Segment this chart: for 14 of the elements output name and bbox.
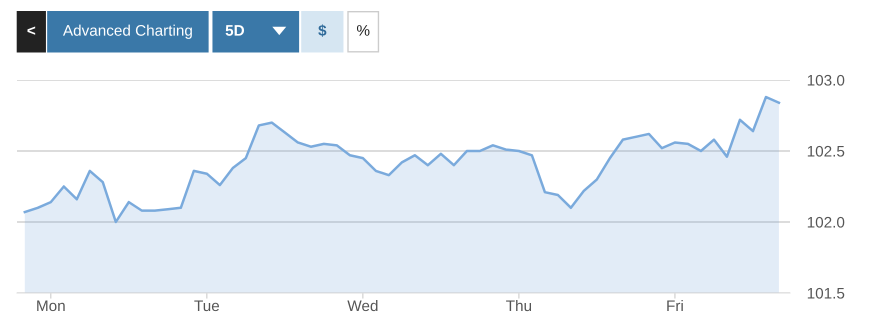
x-tick-label: Fri	[667, 300, 683, 312]
x-tick-label: Tue	[194, 300, 220, 312]
x-tick-label: Wed	[347, 300, 378, 312]
x-tick-label: Mon	[37, 300, 65, 312]
y-tick-label: 101.5	[808, 288, 844, 299]
text: $	[318, 24, 326, 37]
text: 5D	[226, 25, 244, 36]
text: <	[28, 26, 36, 35]
x-tick-label: Thu	[506, 300, 532, 312]
text: %	[356, 25, 370, 36]
y-tick-label: 102.5	[808, 146, 844, 157]
y-tick-label: 103.0	[808, 74, 844, 86]
text: Advanced Charting	[62, 24, 192, 39]
y-tick-label: 102.0	[808, 216, 844, 228]
